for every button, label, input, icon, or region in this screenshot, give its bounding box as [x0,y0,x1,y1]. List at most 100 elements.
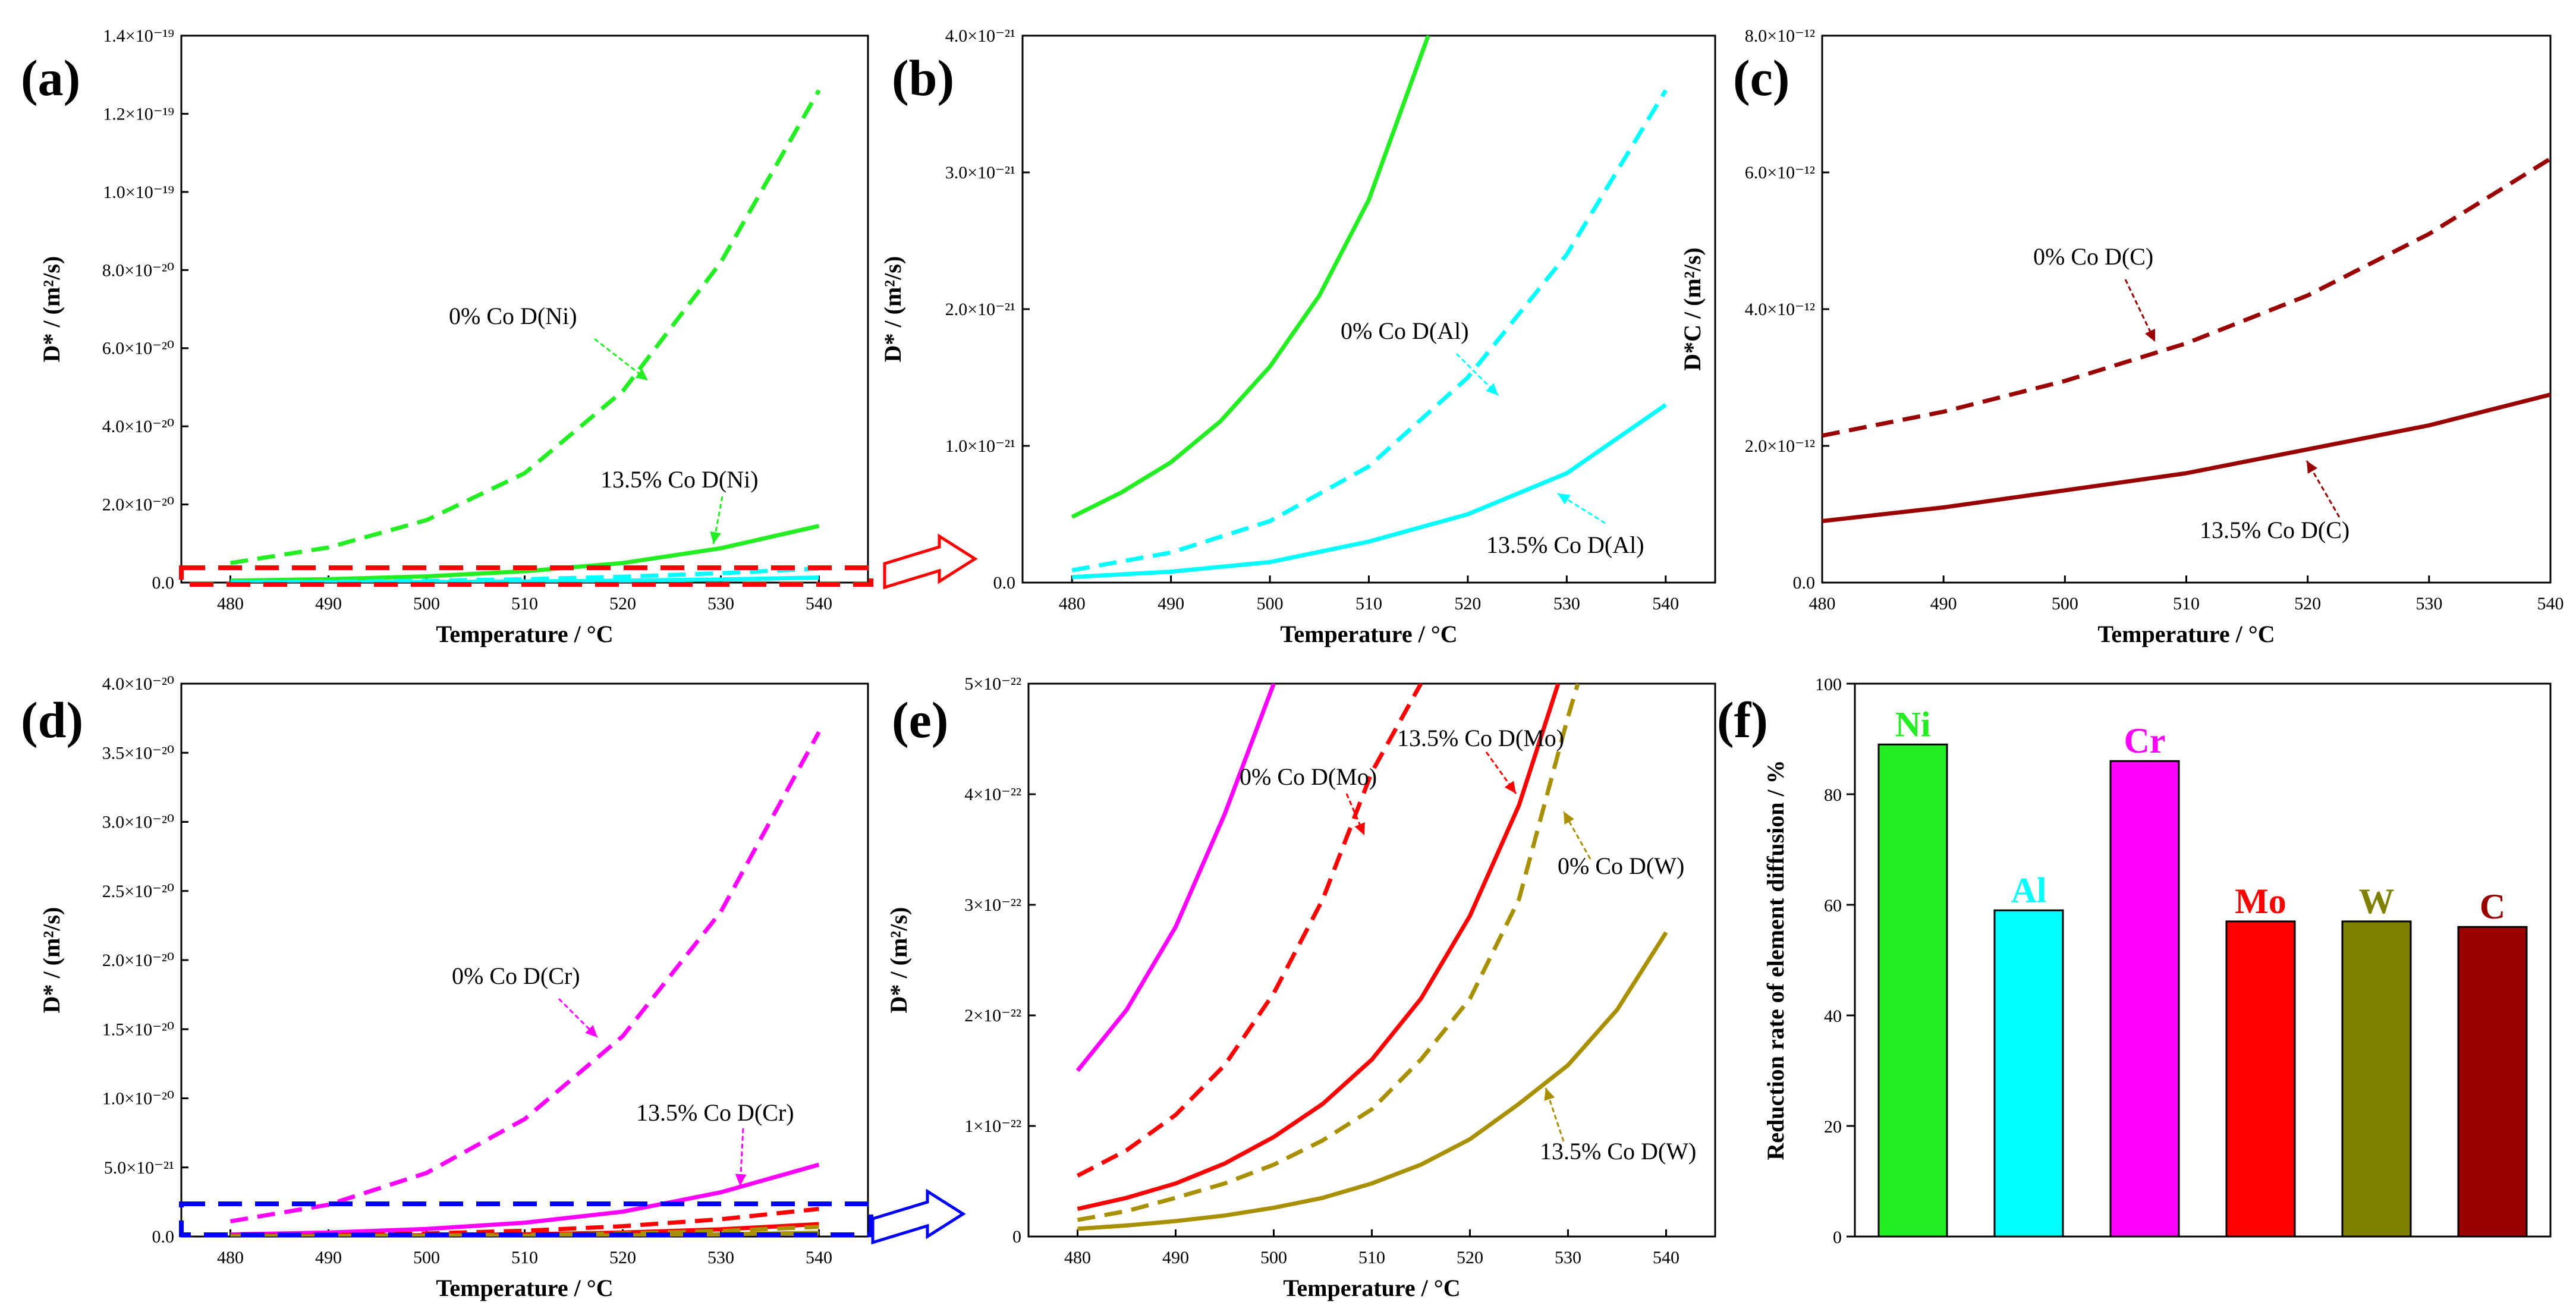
series-annotation: 0% Co D(C) [2033,243,2153,270]
series-line [230,575,819,583]
x-tick-label: 530 [707,1248,734,1267]
x-tick-label: 500 [413,594,440,614]
x-tick-label: 540 [806,594,832,614]
y-tick-label: 3×10⁻²² [964,895,1021,915]
annotation-arrowhead [2144,329,2155,342]
y-tick-label: 1.5×10⁻²⁰ [102,1020,174,1039]
zoom-box-blue [179,1201,873,1237]
y-tick-label: 8.0×10⁻²⁰ [102,260,174,280]
y-tick-label: 1.2×10⁻¹⁹ [103,104,174,124]
series-line [229,89,821,565]
plot-frame [1854,682,2552,1238]
x-tick-label: 480 [217,1248,244,1267]
x-tick-label: 500 [1257,594,1284,614]
y-tick-label: 4.0×10⁻²¹ [945,26,1015,46]
x-tick-label: 490 [1158,594,1184,614]
x-tick-label: 510 [511,594,538,614]
annotation-arrowhead [1354,822,1365,835]
x-tick-label: 490 [315,594,342,614]
x-axis-label: Temperature / °C [2097,621,2275,647]
bar-Cr [2109,760,2180,1238]
y-tick-label: 0.0 [152,573,175,593]
y-tick-label: 1×10⁻²² [964,1116,1021,1136]
y-tick-label: 4.0×10⁻²⁰ [102,674,174,694]
series-line [1077,931,1668,1231]
panel-c: 480 490 500 510 520 530 540 0.0 2.0×10⁻¹² 4.0×10⁻… [1679,26,2564,647]
series-line [1075,684,1276,1072]
bar-label-Ni: Ni [1895,704,1931,744]
x-tick-label: 510 [1358,1248,1385,1267]
bar-label-W: W [2359,882,2395,921]
y-tick-label: 4.0×10⁻¹² [1745,300,1815,319]
x-tick-label: 520 [1457,1248,1483,1267]
series-line [229,731,821,1223]
x-tick-label: 480 [1059,594,1086,614]
series-line [1071,89,1668,572]
x-tick-label: 540 [2537,594,2564,614]
annotation-arrowhead [2307,461,2318,474]
plot-frame [1021,34,1716,584]
x-tick-label: 520 [1454,594,1481,614]
panel-label-d: (d) [21,691,83,748]
y-tick-label: 8.0×10⁻¹² [1745,26,1815,46]
y-tick-label: 0 [1833,1228,1842,1247]
panel-label-b: (b) [892,49,954,106]
y-tick-label: 3.0×10⁻²⁰ [102,813,174,832]
annotation-arrowhead [635,369,648,380]
series-annotation: 13.5% Co D(Al) [1486,531,1644,558]
x-tick-label: 540 [1652,594,1679,614]
x-tick-label: 490 [1162,1248,1189,1267]
panel-f: 0 20 40 60 80 100 Reduction rate of element di… [1762,675,2552,1247]
y-tick-label: 6.0×10⁻²⁰ [102,339,174,358]
y-tick-label: 5.0×10⁻²¹ [104,1158,174,1178]
series-line [1076,684,1423,1178]
annotation-arrowhead [1558,493,1571,505]
series-line [1077,684,1561,1211]
plot-frame [180,682,869,1238]
x-tick-label: 520 [609,594,636,614]
annotation-leader [1562,811,1591,860]
y-axis-label: D*C / (m²/s) [1679,247,1706,371]
y-tick-label: 6.0×10⁻¹² [1745,163,1815,183]
y-tick-label: 2.0×10⁻²¹ [945,300,1015,319]
y-tick-label: 3.0×10⁻²¹ [945,163,1015,183]
series-line [1072,403,1667,580]
y-tick-label: 0.0 [1793,573,1816,593]
x-tick-label: 530 [1553,594,1580,614]
series-annotation: 0% Co D(Cr) [452,962,580,989]
x-tick-label: 490 [1930,594,1957,614]
panel-b: 480 490 500 510 520 530 540 0.0 1.0×10⁻²¹ 2.0×10⁻… [879,26,1716,647]
panel-label-e: (e) [892,691,948,748]
bar-label-Al: Al [2011,870,2047,910]
y-tick-label: 0.0 [152,1227,175,1247]
x-tick-label: 500 [413,1248,440,1267]
panel-d: 480 490 500 510 520 530 540 0.0 5.0×10⁻²¹ 1.0×10⁻… [38,674,873,1301]
y-tick-label: 0 [1012,1227,1021,1247]
x-tick-label: 480 [217,594,244,614]
y-tick-label: 20 [1824,1117,1842,1137]
annotation-arrowhead [1504,781,1516,794]
y-axis-label: D* / (m²/s) [38,907,65,1014]
x-tick-label: 530 [1555,1248,1581,1267]
y-tick-label: 80 [1824,785,1842,805]
x-tick-label: 500 [1260,1248,1287,1267]
series-annotation: 13.5% Co D(Mo) [1397,725,1564,751]
x-tick-label: 510 [2173,594,2200,614]
y-tick-label: 4.0×10⁻²⁰ [102,417,174,436]
y-tick-label: 5×10⁻²² [964,674,1021,694]
series-annotation: 13.5% Co D(W) [1540,1138,1696,1165]
zoom-arrow-blue [871,1188,966,1245]
series-annotation: 0% Co D(Al) [1341,317,1469,344]
x-axis-label: Temperature / °C [1283,1275,1460,1301]
y-tick-label: 1.0×10⁻²¹ [945,436,1015,456]
zoom-arrow-red [883,533,978,590]
series-line [1822,157,2550,438]
bar-W [2341,920,2412,1238]
x-tick-label: 520 [2294,594,2321,614]
y-axis-label: D* / (m²/s) [885,907,912,1014]
y-tick-label: 2.5×10⁻²⁰ [102,882,174,901]
annotation-leader [558,998,599,1039]
annotation-arrowhead [585,1025,597,1037]
panel-label-a: (a) [21,49,80,106]
